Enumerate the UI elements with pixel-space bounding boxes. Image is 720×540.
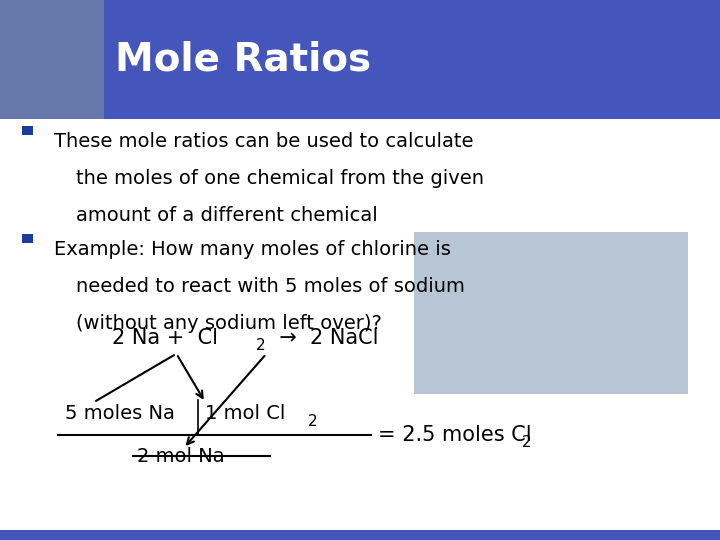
Text: 2 mol Na: 2 mol Na bbox=[137, 447, 225, 466]
Bar bbox=[0, 530, 720, 540]
Text: 2 Na +  Cl: 2 Na + Cl bbox=[112, 327, 217, 348]
Text: Example: How many moles of chlorine is: Example: How many moles of chlorine is bbox=[54, 240, 451, 259]
Text: 2: 2 bbox=[308, 414, 318, 429]
Text: 2: 2 bbox=[256, 338, 265, 353]
Text: Mole Ratios: Mole Ratios bbox=[115, 40, 372, 78]
Bar bbox=[22, 234, 33, 243]
Text: the moles of one chemical from the given: the moles of one chemical from the given bbox=[76, 169, 484, 188]
Text: = 2.5 moles Cl: = 2.5 moles Cl bbox=[378, 424, 531, 445]
Text: 2: 2 bbox=[522, 435, 531, 450]
Text: →  2 NaCl: → 2 NaCl bbox=[266, 327, 379, 348]
Text: These mole ratios can be used to calculate: These mole ratios can be used to calcula… bbox=[54, 132, 474, 151]
Text: needed to react with 5 moles of sodium: needed to react with 5 moles of sodium bbox=[76, 277, 464, 296]
Bar bbox=[0, 0, 720, 119]
Text: amount of a different chemical: amount of a different chemical bbox=[76, 206, 377, 225]
Bar bbox=[22, 126, 33, 135]
Text: 5 moles Na: 5 moles Na bbox=[65, 403, 175, 423]
Bar bbox=[0, 0, 104, 119]
Text: (without any sodium left over)?: (without any sodium left over)? bbox=[76, 314, 382, 333]
Bar bbox=[414, 232, 688, 394]
Text: 1 mol Cl: 1 mol Cl bbox=[205, 403, 286, 423]
